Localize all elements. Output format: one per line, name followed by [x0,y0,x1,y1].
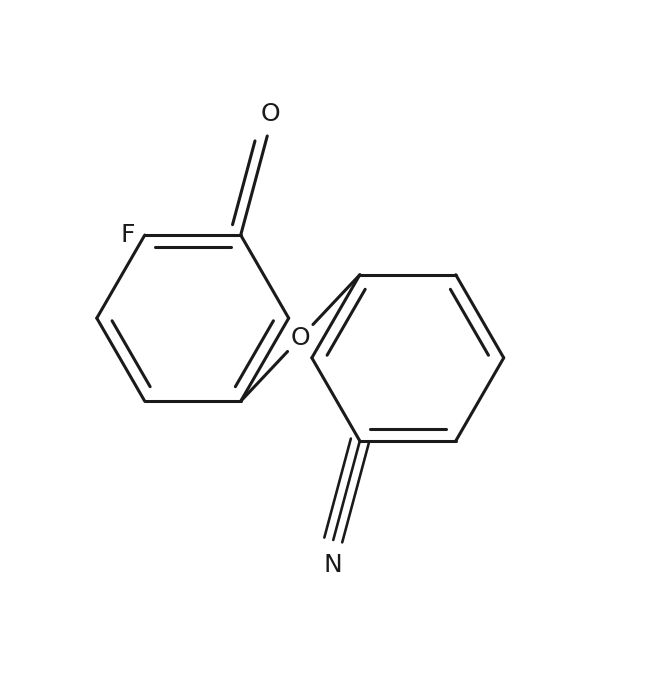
Text: O: O [261,102,280,126]
Text: N: N [324,553,342,577]
Text: F: F [121,223,135,247]
Text: O: O [291,326,310,350]
